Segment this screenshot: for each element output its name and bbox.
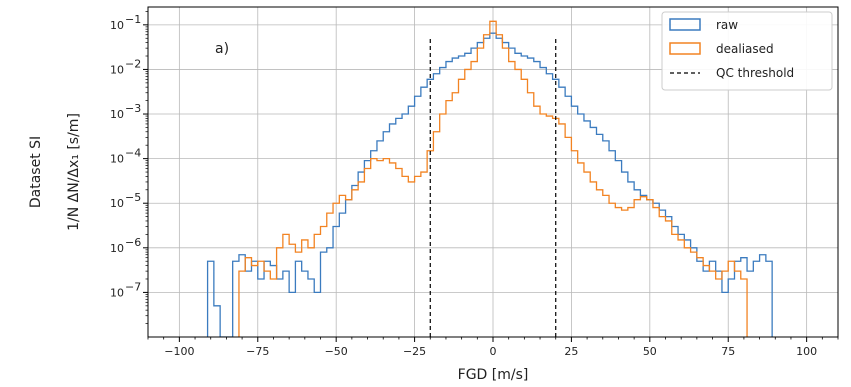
y-tick-exponent: −2 (125, 57, 141, 70)
x-tick-label: −50 (325, 345, 348, 358)
y-tick-label: 10 (110, 242, 124, 255)
panel-label: a) (215, 41, 229, 57)
y-tick-exponent: −6 (125, 236, 141, 249)
x-tick-label: 0 (490, 345, 497, 358)
y-axis-label: 1/N ΔN/Δx₁ [s/m] (66, 113, 82, 231)
legend-swatch-dealiased (669, 42, 701, 55)
x-tick-label: 50 (643, 345, 657, 358)
x-axis-ticks: −100 −75 −50 −25 0 25 50 75 100 (147, 337, 839, 358)
x-tick-label: −25 (403, 345, 426, 358)
row-label: Dataset SI (28, 136, 44, 208)
x-tick-label: 100 (796, 345, 817, 358)
y-tick-label: 10 (110, 197, 124, 210)
x-tick-label: 75 (721, 345, 735, 358)
legend: raw dealiased QC threshold (661, 11, 833, 91)
x-tick-label: −75 (246, 345, 269, 358)
legend-label-qc-threshold: QC threshold (716, 66, 794, 80)
x-tick-label: 25 (564, 345, 578, 358)
y-tick-label: 10 (110, 286, 124, 299)
series-layer (206, 20, 773, 337)
y-tick-exponent: −4 (125, 147, 141, 160)
legend-label-dealiased: dealiased (716, 42, 774, 56)
y-axis-ticks: 10−710−610−510−410−310−210−1 (110, 11, 148, 324)
y-tick-exponent: −3 (125, 102, 141, 115)
legend-label-raw: raw (716, 18, 738, 32)
y-tick-label: 10 (110, 19, 124, 32)
y-tick-label: 10 (110, 108, 124, 121)
y-tick-label: 10 (110, 63, 124, 76)
series-line-dealiased (238, 20, 748, 337)
x-tick-label: −100 (164, 345, 194, 358)
y-tick-exponent: −5 (125, 191, 141, 204)
y-tick-label: 10 (110, 153, 124, 166)
legend-swatch-raw (669, 18, 701, 31)
y-tick-exponent: −1 (125, 13, 141, 26)
y-tick-exponent: −7 (125, 280, 141, 293)
x-axis-label: FGD [m/s] (458, 367, 529, 383)
legend-box (661, 11, 833, 91)
